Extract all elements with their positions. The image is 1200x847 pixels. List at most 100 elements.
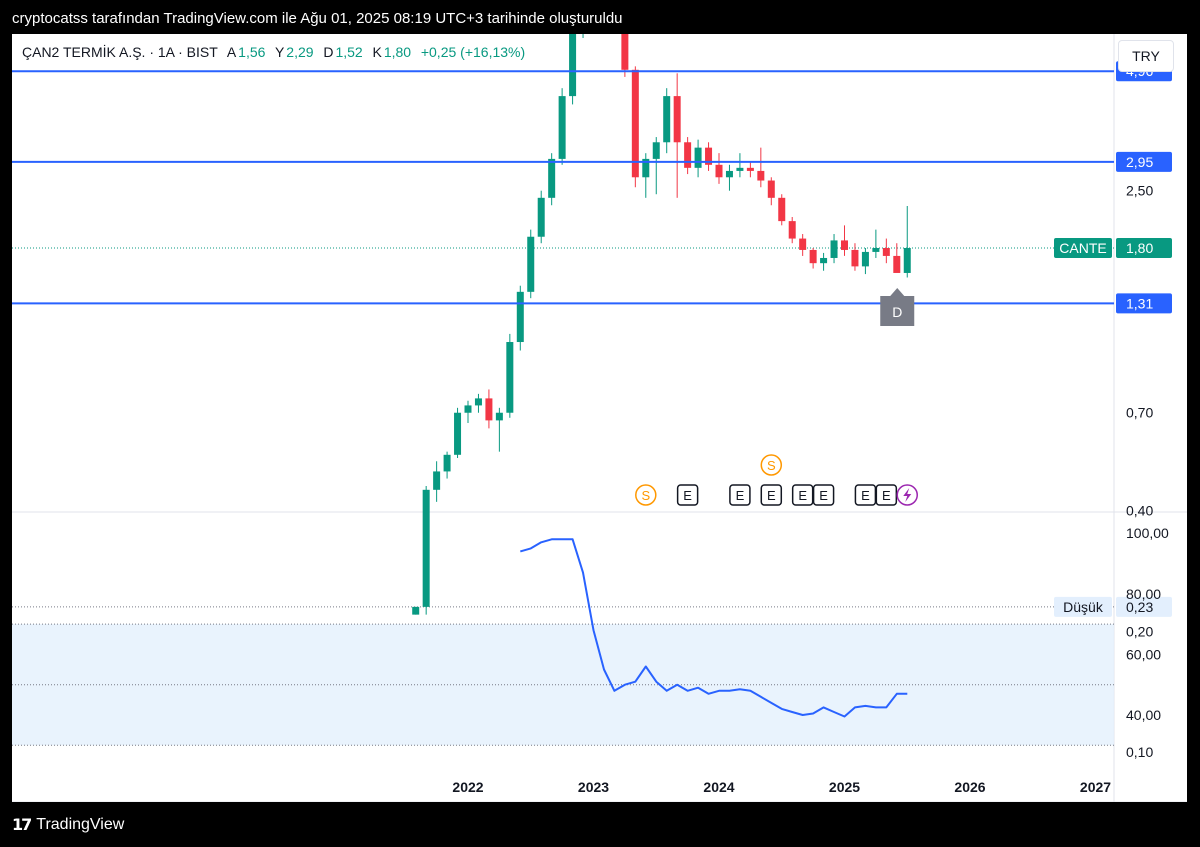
candle-body [422, 489, 430, 607]
candle-body [642, 158, 650, 178]
level-price-tag [1116, 293, 1172, 314]
low-price-tag [1116, 596, 1172, 617]
candle-body [684, 142, 692, 168]
tradingview-logo-icon: 𝟭𝟳 [12, 817, 32, 834]
level-price-tag [1116, 151, 1172, 172]
candle-body [757, 170, 765, 181]
candle-body [433, 471, 441, 490]
open-value: 1,56 [238, 44, 266, 60]
candle-body [527, 236, 535, 292]
symbol-label-text: CANTE [1059, 240, 1106, 256]
price-tick-label: 0,10 [1126, 744, 1153, 760]
candle-body [893, 255, 901, 273]
candle-body [725, 170, 733, 178]
earnings-event-text: E [882, 488, 891, 503]
dividend-marker [880, 288, 915, 326]
tradingview-footer: 𝟭𝟳 TradingView [12, 815, 124, 835]
split-event-icon [760, 454, 783, 476]
time-tick-label: 2023 [578, 779, 609, 795]
candle-body [485, 398, 493, 421]
split-event-icon [635, 484, 657, 506]
earnings-event-text: E [736, 488, 745, 503]
candle-body [882, 248, 890, 256]
candle-body [474, 398, 482, 406]
close-value: 1,80 [383, 44, 412, 60]
candle-body [705, 147, 713, 165]
time-tick-label: 2025 [829, 779, 860, 795]
rsi-tick-label: 100,00 [1126, 525, 1169, 541]
low-label-tag [1054, 596, 1112, 617]
candle-body [663, 96, 671, 143]
close-label: K [372, 44, 382, 60]
candle-body [820, 257, 828, 264]
candle-body [694, 147, 702, 168]
price-tick-label: 0,70 [1126, 405, 1153, 421]
level-price-text: 2,95 [1126, 154, 1153, 170]
earnings-event-icon [854, 484, 877, 506]
low-label: D [323, 44, 334, 60]
last-price-tag [1116, 238, 1172, 258]
price-tick-label: 0,20 [1126, 623, 1153, 639]
high-value: 2,29 [286, 44, 314, 60]
earnings-event-text: E [767, 488, 776, 503]
change-value: +0,25 (+16,13%) [420, 44, 526, 60]
level-price-text: 1,31 [1126, 295, 1153, 311]
candle-body [443, 454, 451, 472]
low-value: 1,52 [335, 44, 363, 60]
candle-body [746, 167, 754, 171]
rsi-line [520, 538, 908, 718]
candle-body [506, 342, 514, 413]
earnings-event-icon [729, 484, 751, 506]
open-label: A [226, 44, 237, 60]
candle-body [736, 167, 744, 171]
tradingview-logo-text: TradingView [36, 816, 125, 833]
candle-body [548, 158, 556, 198]
candle-body [652, 142, 660, 159]
symbol-legend: ÇAN2 TERMİK A.Ş. · 1A · BIST A 1,56 Y 2,29… [22, 44, 527, 60]
earnings-event-icon [676, 484, 699, 506]
candle-body [809, 249, 817, 264]
rsi-tick-label: 40,00 [1126, 707, 1161, 723]
candle-body [537, 197, 545, 237]
candle-body [454, 412, 462, 455]
earnings-event-icon [875, 484, 898, 506]
candle-body [516, 291, 524, 343]
candle-body [621, 34, 629, 70]
candle-body [558, 96, 566, 159]
rsi-tick-label: 80,00 [1126, 586, 1161, 602]
candle-body [569, 34, 577, 97]
candle-body [851, 249, 859, 267]
chart-svg: 20,002,500,700,400,200,100,054,962,951,3… [12, 34, 1187, 802]
earnings-event-text: E [819, 488, 828, 503]
chart-card: 20,002,500,700,400,200,100,054,962,951,3… [12, 34, 1187, 802]
split-event-text: S [767, 458, 776, 473]
candle-body [767, 180, 775, 198]
currency-button[interactable]: TRY [1118, 40, 1174, 72]
earnings-event-text: E [861, 488, 870, 503]
candle-body [872, 248, 880, 252]
earnings-event-icon [812, 484, 835, 506]
rsi-tick-label: 60,00 [1126, 646, 1161, 662]
candle-body [412, 606, 420, 615]
candle-body [830, 240, 838, 258]
earnings-event-icon [791, 484, 814, 506]
earnings-event-icon [760, 484, 783, 506]
time-tick-label: 2024 [703, 779, 734, 795]
symbol-label-tag [1054, 238, 1112, 258]
last-price-text: 1,80 [1126, 240, 1153, 256]
low-price-text: 0,23 [1126, 599, 1153, 615]
candle-body [799, 238, 807, 250]
time-tick-label: 2027 [1080, 779, 1111, 795]
candle-body [464, 405, 472, 413]
time-tick-label: 2022 [452, 779, 483, 795]
price-tick-label: 0,40 [1126, 502, 1153, 518]
candle-body [495, 412, 503, 421]
lightning-event-glyph [903, 488, 912, 502]
dividend-marker-text: D [892, 304, 902, 320]
candle-body [861, 251, 869, 267]
low-label-text: Düşük [1063, 599, 1104, 615]
earnings-event-text: E [683, 488, 692, 503]
earnings-event-text: E [798, 488, 807, 503]
candle-body [778, 197, 786, 222]
symbol-name: ÇAN2 TERMİK A.Ş. · 1A · BIST [22, 44, 218, 60]
